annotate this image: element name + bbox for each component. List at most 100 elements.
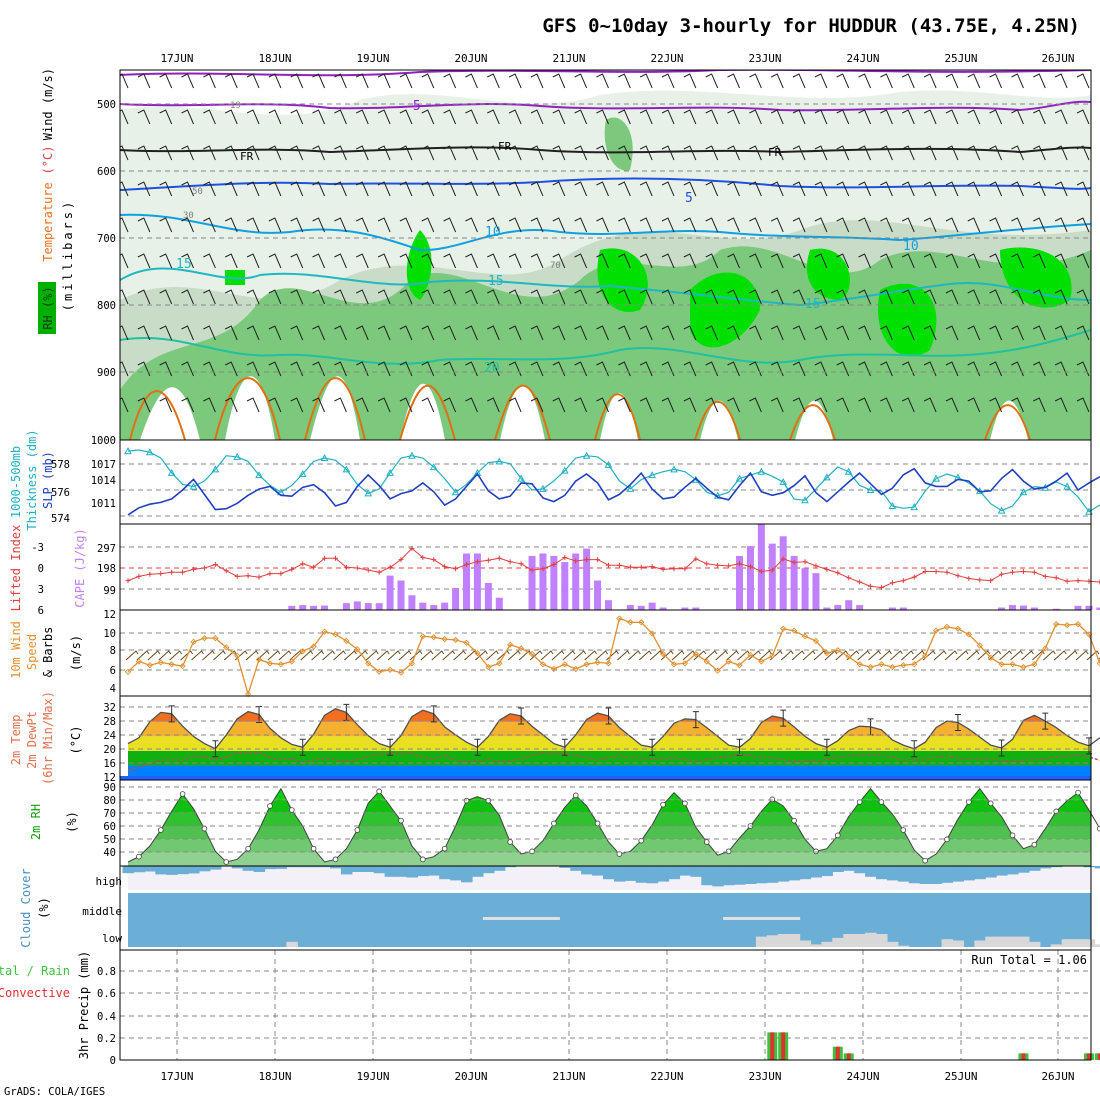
upper-wind-barb <box>967 181 981 197</box>
lifted-index-point <box>256 574 262 580</box>
upper-wind-barb <box>1054 181 1068 197</box>
upper-wind-barb <box>923 181 937 197</box>
wind-speed-point <box>834 647 841 654</box>
wind-speed-point <box>365 660 372 667</box>
lifted-index-point <box>474 559 480 565</box>
upper-wind-barb <box>508 325 522 341</box>
cloud-high-bar <box>744 866 757 884</box>
wind-speed-point <box>583 661 590 668</box>
upper-wind-barb <box>1076 397 1090 413</box>
cape-tick: 198 <box>97 563 116 575</box>
rh-point <box>223 859 230 865</box>
upper-wind-barb <box>377 181 391 197</box>
thickness-point <box>1063 482 1071 490</box>
bottom-day-label: 19JUN <box>356 1070 389 1083</box>
cloud-high-bar <box>1007 866 1019 875</box>
lifted-index-point <box>922 569 928 574</box>
rh-point <box>507 839 514 845</box>
upper-wind-barb <box>246 325 260 341</box>
upper-wind-barb <box>902 289 915 305</box>
cloud-low-bar <box>1028 941 1041 947</box>
wind-barb <box>890 650 903 661</box>
upper-wind-barb <box>814 217 828 233</box>
cloud-high-bar <box>362 866 375 872</box>
rh-point <box>267 803 273 809</box>
rh-point <box>529 848 535 855</box>
upper-wind-barb <box>181 289 194 305</box>
lifted-index-point <box>584 557 590 563</box>
upper-wind-barb <box>683 325 697 341</box>
top-day-label: 17JUN <box>160 52 193 65</box>
precip-legend-label: Total / Rain <box>0 964 70 978</box>
wind-barb <box>365 650 379 661</box>
upper-wind-barb <box>683 361 697 377</box>
upper-wind-barb <box>945 289 959 305</box>
wind-speed-point <box>277 661 285 668</box>
upper-wind-barb <box>1076 145 1090 161</box>
upper-wind-barb <box>203 217 216 233</box>
cape-bar <box>1019 605 1027 610</box>
lifted-index-point <box>911 574 917 580</box>
contour-label: 70 <box>550 261 561 271</box>
upper-wind-barb <box>683 73 697 89</box>
cape-tick: 0 <box>38 563 44 575</box>
wind-speed-point <box>605 660 612 667</box>
cape-bar <box>692 607 700 610</box>
wind-speed-point <box>146 662 153 669</box>
upper-wind-barb <box>246 145 260 161</box>
upper-wind-barb <box>530 253 544 269</box>
lifted-index-point <box>496 555 502 561</box>
cape-bar <box>736 555 744 610</box>
precip-tick: 0.4 <box>97 1011 116 1023</box>
wind-barb <box>627 650 641 661</box>
rh-point <box>703 839 710 845</box>
upper-wind-barb <box>880 253 893 269</box>
upper-wind-barb <box>399 145 413 161</box>
wind-speed-point <box>965 631 972 638</box>
lifted-index-point <box>212 562 218 567</box>
rh-point <box>922 857 928 864</box>
lifted-index-point <box>747 564 753 570</box>
upper-wind-barb <box>1011 397 1024 413</box>
upper-wind-barb <box>1011 109 1024 125</box>
upper-wind-barb <box>224 181 238 197</box>
rh-point <box>834 832 841 839</box>
thickness-tick: 574 <box>51 513 70 525</box>
thickness-point <box>888 501 897 509</box>
upper-wind-barb <box>1011 253 1024 269</box>
cape-bar <box>845 600 853 610</box>
lifted-index-point <box>1020 569 1026 574</box>
upper-wind-barb <box>246 217 260 233</box>
upper-wind-barb <box>120 145 129 161</box>
upper-wind-barb <box>399 289 413 305</box>
upper-wind-barb <box>596 325 609 341</box>
upper-wind-barb <box>465 181 478 197</box>
upper-wind-barb <box>443 397 457 413</box>
thickness-point <box>910 503 919 511</box>
lifted-index-point <box>289 566 295 572</box>
upper-wind-barb <box>120 325 129 341</box>
lifted-index-point <box>529 567 535 573</box>
thickness-point <box>145 448 154 456</box>
lifted-index-point <box>944 569 950 575</box>
wind-barb <box>977 650 991 661</box>
rh-point <box>572 792 579 799</box>
upper-wind-barb <box>770 181 784 197</box>
precip-convective-bar <box>1021 1053 1026 1060</box>
thickness-point <box>211 465 220 473</box>
upper-wind-barb <box>224 361 238 377</box>
wind-barb <box>1053 650 1067 661</box>
upper-wind-barb <box>224 145 238 161</box>
thickness-axis-label: 1000-500mb <box>9 446 23 518</box>
upper-wind-barb <box>792 181 806 197</box>
upper-wind-barb <box>923 145 937 161</box>
cape-bar <box>1052 608 1060 610</box>
cape-bar <box>1009 605 1017 610</box>
wind-speed-point <box>179 662 186 670</box>
upper-wind-barb <box>377 217 391 233</box>
upper-wind-barb <box>334 289 347 305</box>
upper-wind-barb <box>530 289 544 305</box>
contour-label: 15 <box>805 297 821 312</box>
rh-band <box>128 788 1091 800</box>
upper-wind-barb <box>683 109 697 125</box>
